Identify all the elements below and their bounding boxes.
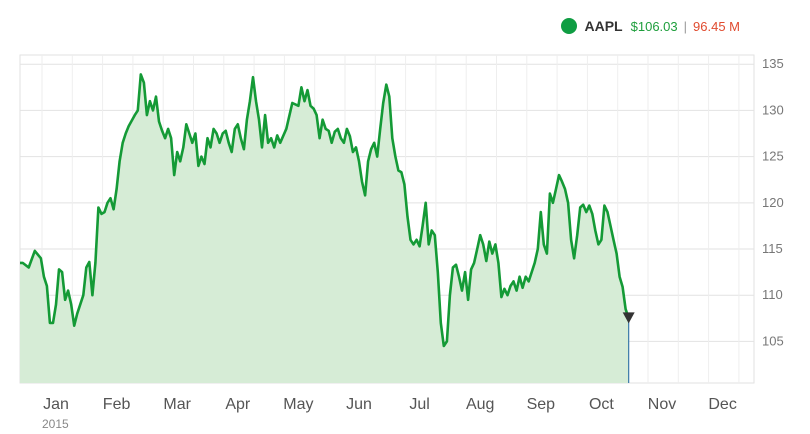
x-tick-label: Jul [409,396,429,413]
y-tick-label: 130 [762,102,784,117]
legend-separator: | [683,18,688,34]
y-tick-label: 135 [762,56,784,71]
x-axis-year-label: 2015 [42,417,69,431]
y-axis-ticks: 105 110 115 120 125 130 135 [762,56,784,348]
x-tick-label: Nov [648,396,676,413]
y-tick-label: 105 [762,333,784,348]
price-area-fill [20,74,629,384]
chart-legend: AAPL $106.03 | 96.45 M [560,16,740,36]
legend-price: $106.03 [630,18,678,34]
legend-volume: 96.45 M [693,18,740,34]
y-tick-label: 115 [762,241,783,256]
x-tick-label: Sep [527,396,556,413]
last-price-marker [622,312,635,324]
x-tick-label: Feb [103,396,131,413]
legend-ticker: AAPL [584,18,623,34]
x-tick-label: Mar [163,396,191,413]
y-tick-label: 120 [762,195,784,210]
x-tick-label: Dec [708,396,736,413]
price-line [20,73,630,348]
x-tick-label: Jun [346,396,372,413]
x-tick-label: Apr [225,396,251,413]
y-tick-label: 125 [762,149,784,164]
x-tick-label: Aug [466,396,494,413]
x-tick-label: Oct [589,396,614,413]
x-axis-ticks: Jan Feb Mar Apr May Jun Jul Aug Sep Oct Nov Dec [43,396,737,413]
y-tick-label: 110 [762,287,783,302]
x-tick-label: May [283,396,313,413]
x-tick-label: Jan [43,396,69,413]
series-dot-icon [560,18,577,34]
